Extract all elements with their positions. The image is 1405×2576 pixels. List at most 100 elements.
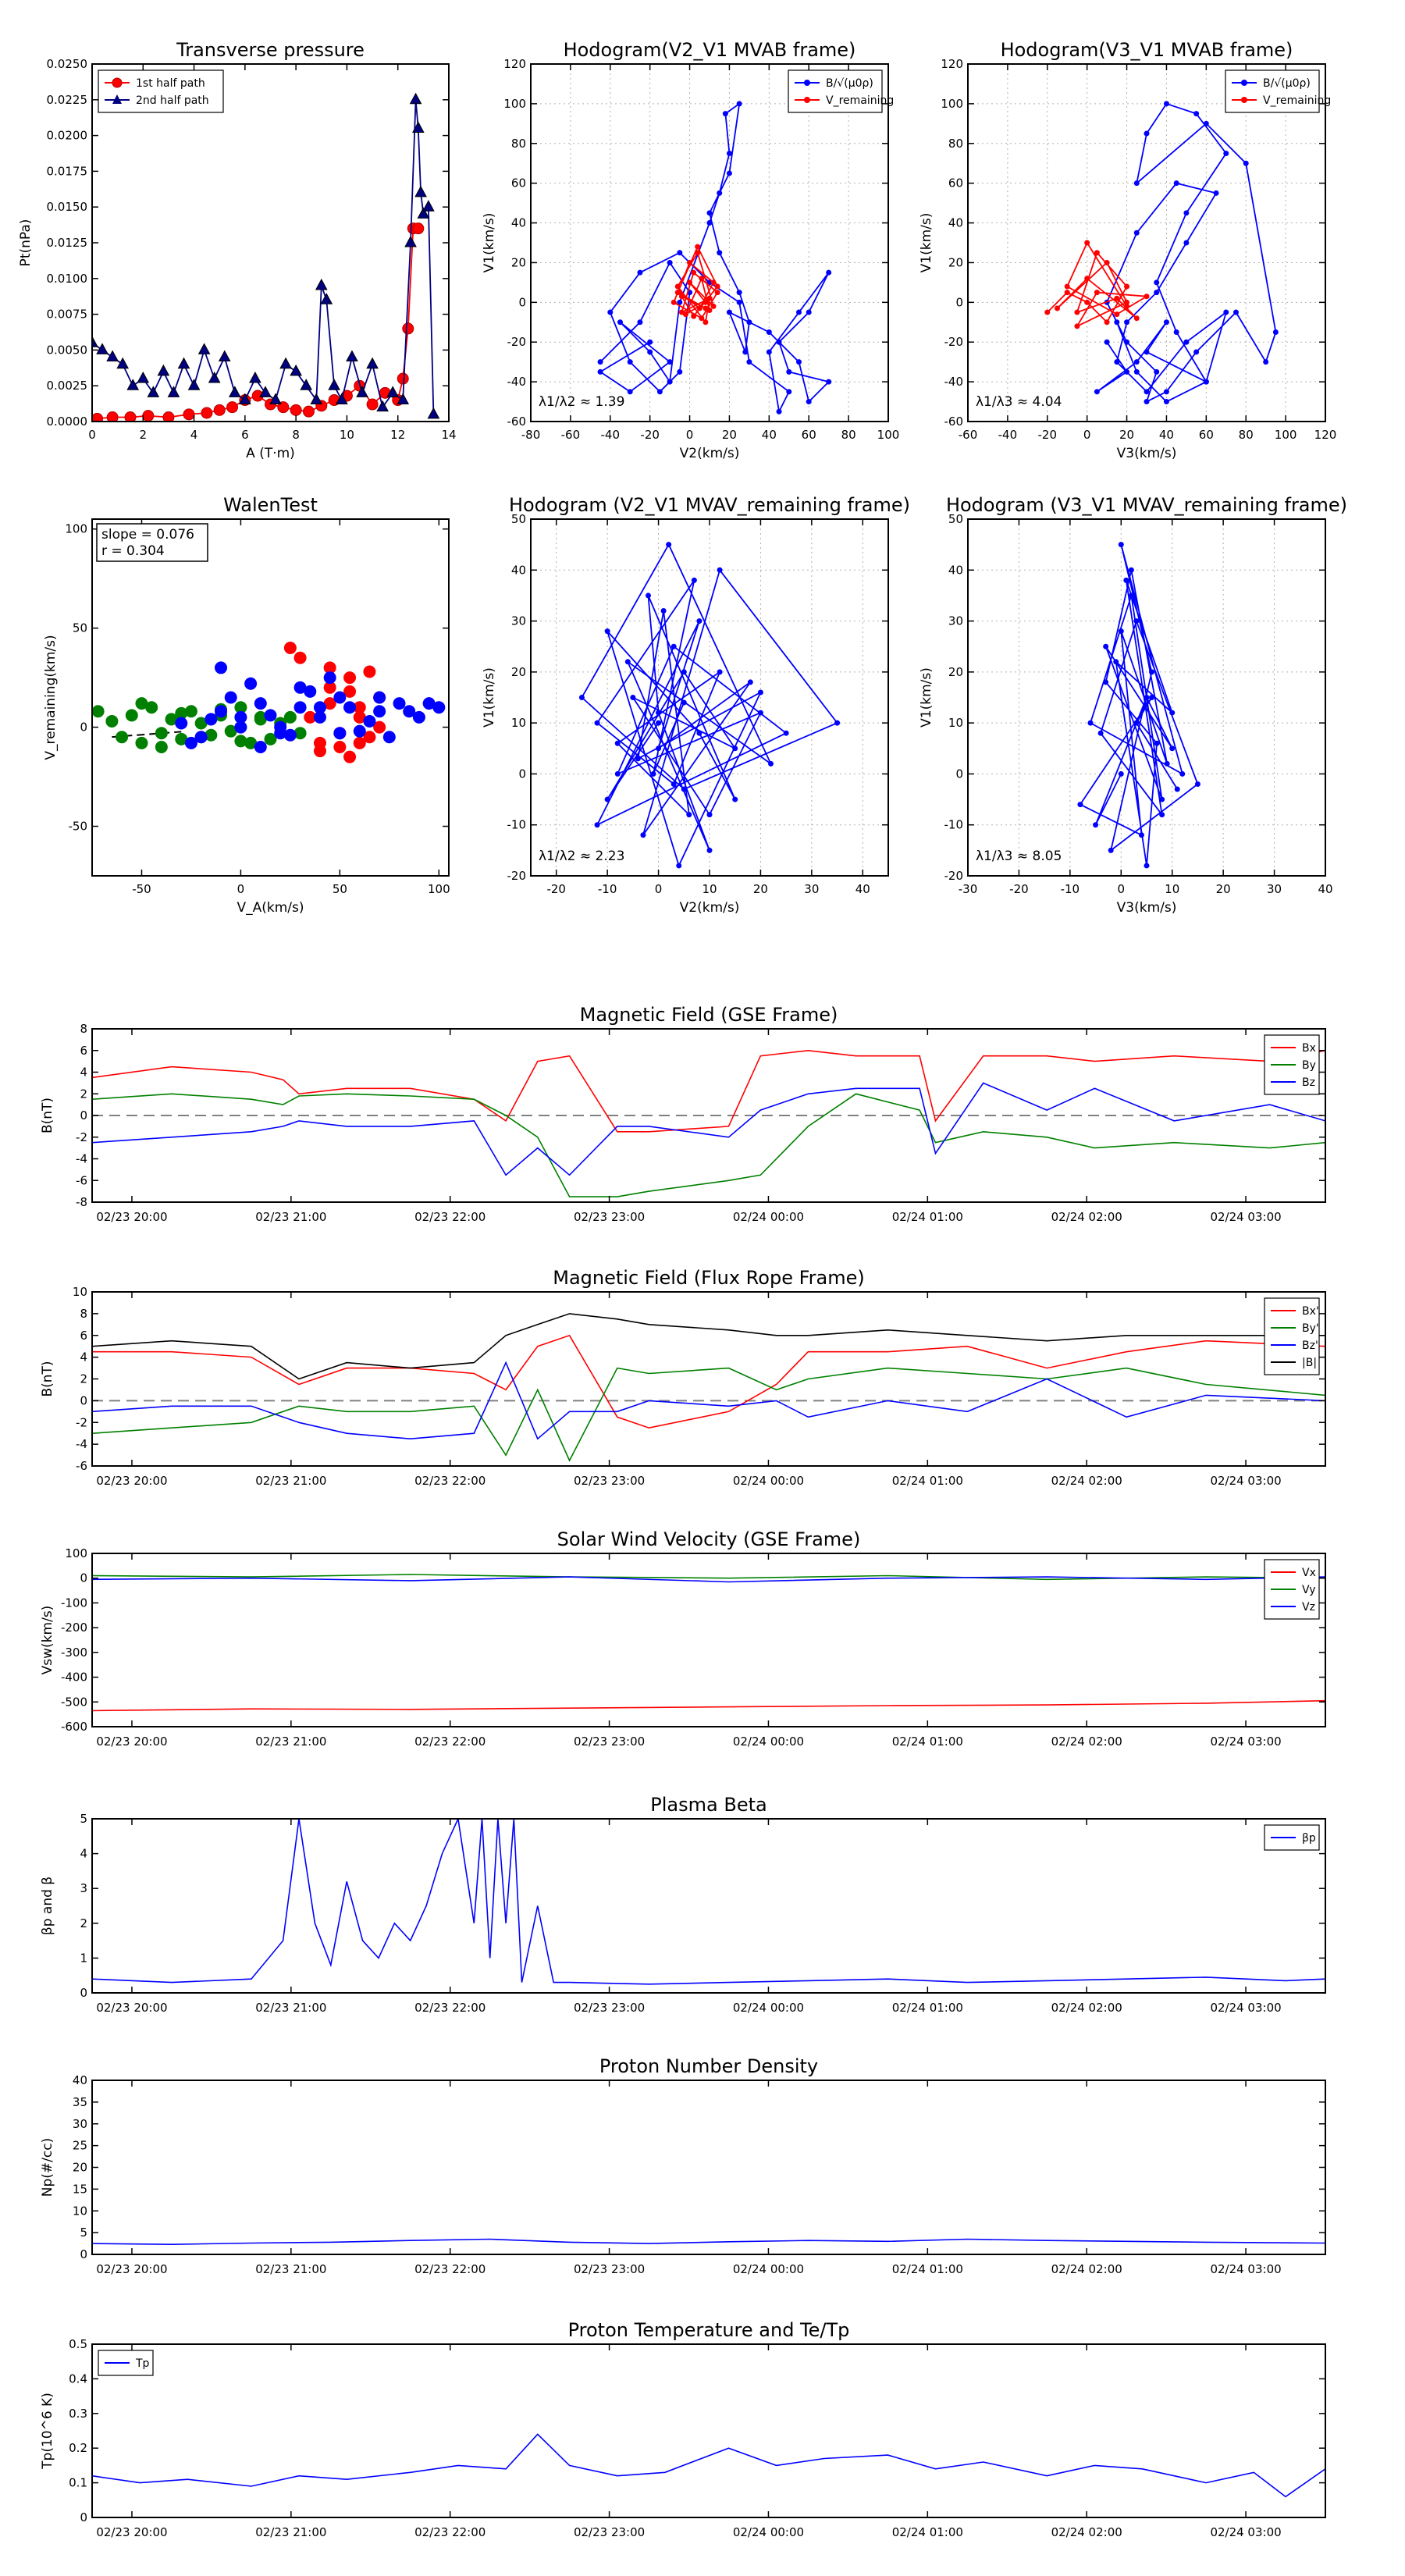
data-point	[702, 319, 709, 326]
legend-frame	[98, 69, 224, 113]
legend: Vx Vy Vz	[1264, 1559, 1320, 1620]
data-point	[1183, 210, 1190, 216]
chart-tp: 0.0000 0.0025 0.0050 0.0075 0.0100 0.0125 0.01…	[18, 39, 457, 461]
x-tick-label: 02/23 21:00	[255, 2262, 326, 2276]
data-point	[1074, 323, 1080, 329]
data-point	[397, 372, 409, 385]
data-point	[1169, 710, 1176, 716]
data-point	[1159, 796, 1165, 802]
data-point	[699, 276, 705, 282]
data-point	[691, 313, 697, 319]
x-tick-label: 20	[1119, 428, 1134, 442]
plot-frame	[91, 1291, 1326, 1467]
y-tick-label: 15	[73, 2182, 87, 2196]
data-point	[366, 357, 379, 369]
data-point	[323, 681, 336, 694]
data-point	[594, 720, 600, 726]
series-h2-1	[1044, 240, 1150, 329]
legend-label: V_remaining	[826, 94, 894, 107]
data-point	[640, 832, 646, 838]
data-point	[313, 745, 326, 758]
data-point	[1144, 695, 1150, 700]
data-point	[363, 665, 376, 678]
x-tick-label: 30	[804, 882, 819, 896]
data-point	[224, 724, 237, 738]
x-axis-label: V2(km/s)	[680, 900, 740, 916]
data-point	[373, 720, 386, 734]
x-tick-label: 02/23 23:00	[574, 2262, 645, 2276]
data-point	[313, 710, 326, 724]
data-point	[277, 401, 290, 414]
data-point	[706, 295, 713, 301]
series-h4-0	[1077, 542, 1200, 869]
data-point	[1077, 802, 1083, 808]
data-point	[1133, 315, 1140, 322]
legend-marker	[1241, 80, 1247, 86]
data-point	[175, 717, 188, 730]
data-point	[432, 701, 446, 714]
stats-line: r = 0.304	[101, 543, 165, 559]
y-tick-label: 2	[80, 1372, 87, 1386]
y-tick-label: 6	[80, 1044, 87, 1058]
data-point	[283, 642, 297, 655]
y-tick-label: -300	[61, 1646, 87, 1660]
data-point	[678, 294, 685, 300]
chart-np: 0 5 10 15 20 25 30 35 40 02/23 20:00 02/23 21:00 02…	[40, 2055, 1326, 2276]
data-point	[834, 720, 841, 726]
data-point	[1194, 781, 1200, 787]
y-tick-label: 60	[948, 176, 963, 190]
legend-label: B/√(μ0ρ)	[1263, 77, 1311, 90]
y-tick-label: 50	[511, 512, 526, 526]
legend-marker	[804, 80, 810, 86]
data-point	[404, 235, 417, 247]
data-point	[1173, 180, 1179, 187]
x-tick-label: 02/24 00:00	[733, 2525, 804, 2539]
x-tick-label: 20	[1216, 882, 1231, 896]
data-point	[746, 359, 752, 365]
data-point	[594, 822, 600, 828]
data-point	[126, 379, 140, 390]
data-point	[667, 259, 673, 265]
data-point	[1064, 290, 1070, 296]
series-line	[92, 1367, 1325, 1462]
ratio-annotation: λ1/λ2 ≈ 2.23	[539, 849, 624, 864]
y-tick-label: 30	[948, 614, 963, 628]
data-point	[92, 705, 105, 718]
x-tick-label: 02/23 20:00	[96, 1474, 167, 1488]
data-point	[682, 311, 688, 318]
x-tick-label: 02/24 01:00	[892, 2525, 963, 2539]
y-tick-label: -20	[507, 869, 527, 883]
y-tick-label: 5	[80, 1812, 87, 1826]
y-tick-label: 20	[511, 255, 526, 269]
data-point	[1213, 190, 1219, 196]
data-point	[699, 315, 705, 322]
data-point	[353, 710, 366, 724]
data-point	[717, 669, 723, 675]
data-point	[666, 542, 672, 548]
x-tick-label: 02/23 20:00	[96, 2525, 167, 2539]
x-tick-label: 2	[140, 428, 148, 442]
y-axis-label: Pt(nPa)	[18, 219, 34, 267]
data-point	[614, 740, 621, 746]
data-point	[183, 408, 195, 421]
data-point	[806, 399, 812, 405]
y-tick-label: 1	[80, 1951, 87, 1965]
y-tick-label: 8	[80, 1307, 87, 1321]
data-point	[293, 651, 307, 664]
x-tick-label: 02/23 23:00	[574, 1735, 645, 1749]
data-point	[249, 371, 261, 383]
x-tick-label: 02/24 00:00	[733, 1474, 804, 1488]
data-point	[695, 250, 701, 256]
y-tick-label: 20	[948, 665, 963, 679]
data-point	[1124, 368, 1130, 375]
y-tick-label: 10	[511, 716, 526, 730]
legend-label: Vz	[1302, 1601, 1315, 1614]
x-tick-label: 02/24 03:00	[1210, 2262, 1281, 2276]
data-point	[656, 710, 662, 716]
series-walen-2	[175, 661, 446, 753]
y-tick-label: 2	[80, 1916, 87, 1930]
legend-label: Bx'	[1302, 1305, 1319, 1318]
plot-frame	[530, 63, 889, 422]
data-point	[1118, 628, 1124, 635]
data-point	[1163, 101, 1169, 107]
